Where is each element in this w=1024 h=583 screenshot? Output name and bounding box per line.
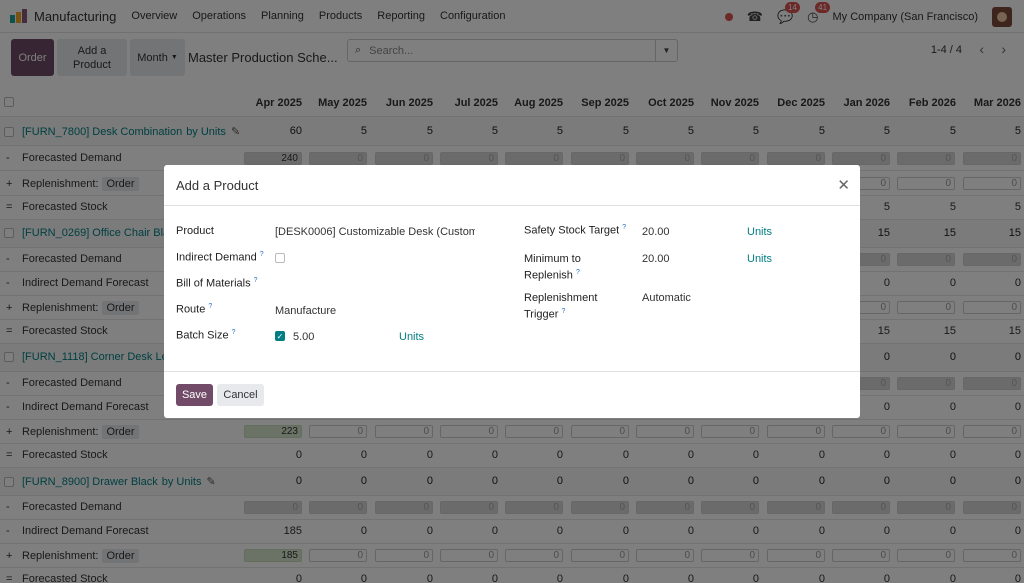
safety-stock-field[interactable]: 20.00 [642, 226, 670, 238]
min-replenish-label: Minimum to Replenish ? [524, 252, 581, 283]
min-replenish-field[interactable]: 20.00 [642, 253, 670, 265]
route-field[interactable]: Manufacture [275, 305, 337, 317]
batch-size-unit[interactable]: Units [399, 331, 425, 343]
replenishment-trigger-field[interactable]: Automatic [642, 292, 691, 304]
min-replenish-label-line2: Replenish [524, 269, 573, 282]
batch-size-checkbox[interactable]: ✓ [275, 331, 285, 341]
indirect-demand-label-text: Indirect Demand [176, 251, 257, 264]
close-icon[interactable]: ✕ [837, 177, 850, 194]
min-replenish-unit[interactable]: Units [747, 253, 773, 265]
route-label-text: Route [176, 303, 206, 316]
bom-label-text: Bill of Materials [176, 277, 251, 290]
batch-size-field[interactable]: 5.00 [293, 331, 315, 343]
help-icon[interactable]: ? [575, 269, 580, 276]
batch-size-label: Batch Size ? [176, 329, 236, 342]
bom-label: Bill of Materials ? [176, 277, 258, 290]
dialog-footer-divider [164, 371, 860, 372]
product-field[interactable]: [DESK0006] Customizable Desk (Custom, I [275, 226, 475, 238]
safety-stock-unit[interactable]: Units [747, 226, 773, 238]
product-label: Product [176, 225, 214, 237]
safety-stock-label: Safety Stock Target ? [524, 224, 626, 237]
replenishment-trigger-label-line2: Trigger [524, 308, 559, 321]
cancel-button[interactable]: Cancel [217, 384, 264, 406]
route-label: Route ? [176, 303, 212, 316]
batch-size-label-text: Batch Size [176, 329, 229, 342]
help-icon[interactable]: ? [561, 308, 566, 315]
indirect-demand-label: Indirect Demand ? [176, 251, 264, 264]
help-icon[interactable]: ? [253, 277, 258, 284]
save-button[interactable]: Save [176, 384, 213, 406]
help-icon[interactable]: ? [259, 251, 264, 258]
safety-stock-label-text: Safety Stock Target [524, 224, 620, 237]
dialog-header: Add a Product ✕ [164, 165, 860, 206]
add-product-dialog: Add a Product ✕ Product [DESK0006] Custo… [164, 165, 860, 418]
help-icon[interactable]: ? [622, 224, 627, 231]
help-icon[interactable]: ? [208, 303, 213, 310]
indirect-demand-checkbox[interactable] [275, 253, 285, 263]
replenishment-trigger-label-line1: Replenishment [524, 292, 598, 304]
min-replenish-label-line1: Minimum to [524, 253, 581, 265]
help-icon[interactable]: ? [231, 329, 236, 336]
dialog-title: Add a Product [176, 177, 259, 193]
replenishment-trigger-label: Replenishment Trigger ? [524, 291, 597, 322]
